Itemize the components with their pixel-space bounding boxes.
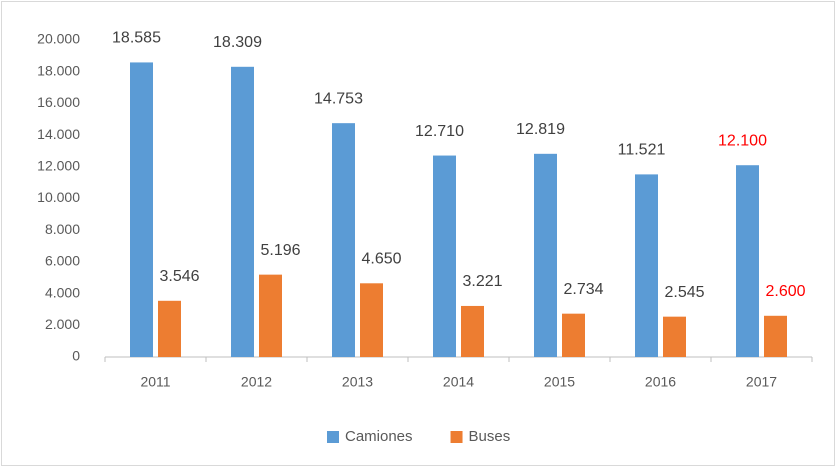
bar [534,153,557,357]
legend-label: Buses [469,428,511,445]
x-tick-label: 2014 [443,374,474,390]
value-label: 2.545 [664,284,704,301]
x-tick-label: 2015 [544,374,575,390]
value-label: 18.309 [213,34,262,51]
bar [360,283,383,357]
legend-swatch [450,431,463,443]
value-label: 2.734 [563,281,603,298]
x-tick-label: 2016 [645,374,676,390]
bar [736,165,759,357]
bar [433,155,456,357]
bar [461,305,484,357]
x-tick-label: 2011 [140,374,170,390]
y-tick-label: 14.000 [37,126,80,142]
value-label: 5.196 [260,242,300,259]
bar [259,274,282,357]
y-tick-label: 2.000 [45,316,80,332]
y-tick-label: 18.000 [37,62,80,78]
value-label: 3.221 [462,273,502,290]
value-label: 14.753 [314,90,363,107]
y-tick-label: 0 [72,348,80,364]
bar [332,123,355,357]
y-tick-label: 10.000 [37,189,80,205]
value-label: 11.521 [618,142,666,159]
bar [562,313,585,357]
y-tick-label: 6.000 [45,253,80,269]
legend-swatch [327,431,339,443]
x-tick-label: 2013 [342,374,373,390]
bar [158,300,181,357]
x-tick-label: 2017 [746,374,777,390]
bar [130,62,153,358]
y-tick-label: 12.000 [37,158,80,174]
bar [764,315,787,357]
y-tick-label: 20.000 [37,31,80,47]
bar [663,316,686,357]
value-label: 12.710 [415,123,464,140]
value-label: 12.100 [718,132,767,149]
value-label: 12.819 [516,121,565,138]
value-label: 2.600 [765,283,805,300]
x-tick-label: 2012 [241,374,272,390]
value-label: 3.546 [159,268,199,285]
bar [635,174,658,357]
y-tick-label: 8.000 [45,221,80,237]
y-tick-label: 4.000 [45,284,80,300]
value-label: 4.650 [361,251,401,268]
legend-label: Camiones [345,428,413,445]
bar [231,66,254,357]
value-label: 18.585 [112,30,161,47]
y-tick-label: 16.000 [37,94,80,110]
